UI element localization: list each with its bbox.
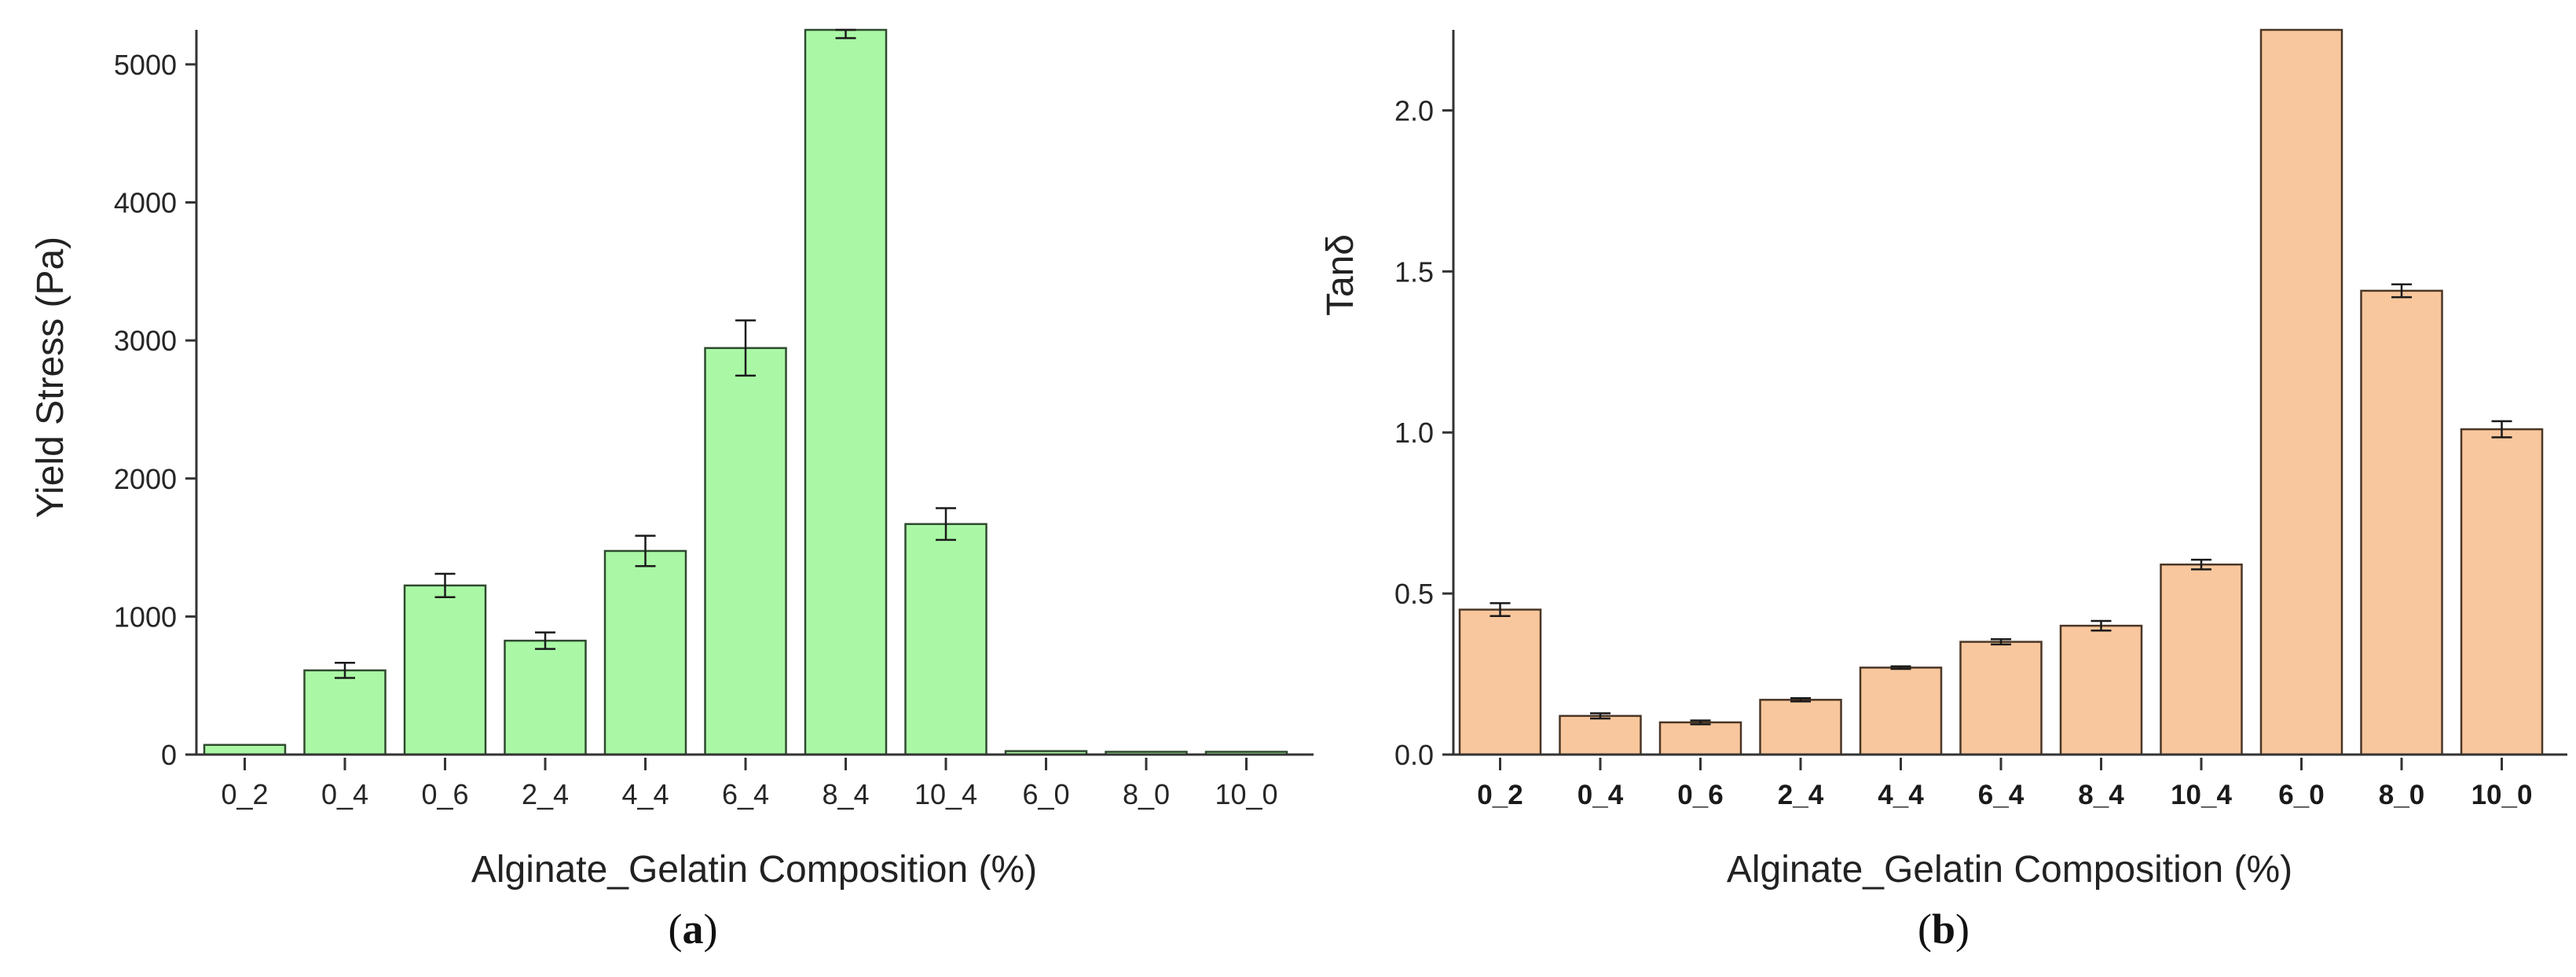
panel-label-a-close: ) <box>704 905 718 953</box>
bar-b-10_4 <box>2160 563 2243 756</box>
bar-b-0_2 <box>1458 608 1542 756</box>
x-tick-label-a-8_0: 8_0 <box>1123 778 1170 810</box>
x-tick-label-b-0_2: 0_2 <box>1477 780 1523 810</box>
panel-label-b: (b) <box>1918 905 1970 953</box>
x-tick-label-a-6_4: 6_4 <box>722 778 769 810</box>
bar-a-2_4 <box>504 639 587 756</box>
bar-b-10_0 <box>2460 428 2544 756</box>
error-bar-b-0_4 <box>1590 712 1610 720</box>
y-ticks-a: 0 1000 2000 3000 4000 5000 <box>114 49 196 771</box>
y-tick-label-b-1: 0.5 <box>1394 578 1434 610</box>
x-tick-label-b-6_4: 6_4 <box>1978 780 2025 810</box>
bar-a-10_4 <box>904 523 988 756</box>
bar-a-6_4 <box>704 347 787 756</box>
x-tick-label-b-0_6: 0_6 <box>1677 780 1723 810</box>
x-ticks-a: 0_2 0_4 0_6 2_4 4_4 6_4 8_4 10_4 6_0 8_0 10_0 <box>196 753 1314 810</box>
x-axis-label-a: Alginate_Gelatin Composition (%) <box>471 849 1037 891</box>
panel-label-b-close: ) <box>1955 905 1970 953</box>
y-ticks-b: 0.0 0.5 1.0 1.5 2.0 <box>1394 94 1453 771</box>
error-bar-a-10_4 <box>936 507 956 542</box>
bar-b-0_4 <box>1559 714 1642 756</box>
y-tick-label-a-0: 0 <box>161 739 177 771</box>
y-tick-label-b-3: 1.5 <box>1394 255 1434 288</box>
error-bar-b-4_4 <box>1890 665 1911 670</box>
x-tick-label-a-4_4: 4_4 <box>621 778 669 810</box>
y-tick-label-b-4: 2.0 <box>1394 94 1434 127</box>
x-tick-label-b-8_4: 8_4 <box>2078 780 2124 810</box>
error-bar-b-2_4 <box>1790 697 1811 703</box>
bar-b-0_6 <box>1658 721 1742 756</box>
y-tick-label-b-2: 1.0 <box>1394 417 1434 449</box>
x-tick-label-b-2_4: 2_4 <box>1778 780 1824 810</box>
x-tick-label-a-2_4: 2_4 <box>522 778 569 810</box>
bar-a-0_4 <box>303 669 387 756</box>
y-tick-label-b-0: 0.0 <box>1394 739 1434 771</box>
error-bar-a-4_4 <box>635 534 656 567</box>
x-tick-label-a-0_4: 0_4 <box>321 778 368 810</box>
bar-b-8_4 <box>2059 624 2143 756</box>
x-tick-label-b-6_0: 6_0 <box>2278 780 2324 810</box>
x-tick-label-a-10_0: 10_0 <box>1215 778 1277 810</box>
bar-a-8_4 <box>804 28 888 756</box>
y-tick-label-a-5: 5000 <box>114 49 177 81</box>
x-tick-label-a-10_4: 10_4 <box>914 778 977 810</box>
x-tick-label-b-0_4: 0_4 <box>1577 780 1624 810</box>
error-bar-b-0_2 <box>1490 602 1511 618</box>
y-tick-label-a-1: 1000 <box>114 601 177 633</box>
error-bar-b-8_4 <box>2090 619 2112 632</box>
error-bar-b-8_0 <box>2391 283 2412 299</box>
y-axis-label-a: Yield Stress (Pa) <box>30 237 71 518</box>
x-tick-label-b-10_4: 10_4 <box>2171 780 2232 810</box>
error-bar-a-8_4 <box>835 28 856 39</box>
bar-b-4_4 <box>1859 667 1943 756</box>
x-tick-label-a-0_2: 0_2 <box>221 778 268 810</box>
error-bar-a-0_6 <box>434 572 456 599</box>
error-bars-b <box>1490 283 2512 725</box>
error-bar-b-10_0 <box>2491 420 2512 439</box>
y-tick-label-a-3: 3000 <box>114 325 177 357</box>
bar-b-6_0 <box>2259 28 2343 756</box>
x-tick-label-b-4_4: 4_4 <box>1878 780 1924 810</box>
y-tick-label-a-4: 4000 <box>114 187 177 219</box>
x-tick-label-b-10_0: 10_0 <box>2472 780 2533 810</box>
bars-b <box>1458 28 2544 756</box>
panel-label-a-letter: a <box>683 905 704 953</box>
error-bar-a-6_4 <box>735 319 756 377</box>
panel-label-b-open: ( <box>1918 905 1932 953</box>
error-bar-b-6_4 <box>1991 638 2011 646</box>
error-bar-a-0_4 <box>335 661 355 679</box>
bars-a <box>203 28 1288 756</box>
error-bar-b-10_4 <box>2191 558 2211 571</box>
panel-label-b-letter: b <box>1932 905 1955 953</box>
panel-b: 0.0 0.5 1.0 1.5 2.0 0_2 0_4 0_6 2_4 4_4 6_4 8_4 10_… <box>1320 28 2567 953</box>
panel-label-a: (a) <box>669 905 718 953</box>
error-bar-b-0_6 <box>1690 719 1711 725</box>
bar-a-0_6 <box>403 584 487 756</box>
y-tick-label-a-2: 2000 <box>114 463 177 495</box>
x-tick-label-b-8_0: 8_0 <box>2379 780 2424 810</box>
bar-b-2_4 <box>1759 699 1842 756</box>
x-tick-label-a-6_0: 6_0 <box>1022 778 1069 810</box>
bar-b-6_4 <box>1959 641 2043 756</box>
x-axis-label-b: Alginate_Gelatin Composition (%) <box>1727 849 2292 891</box>
x-tick-label-a-8_4: 8_4 <box>822 778 869 810</box>
panel-label-a-open: ( <box>669 905 683 953</box>
panel-a: 0 1000 2000 3000 4000 5000 0_2 0_4 0_6 2_4 4_4 6_4… <box>30 28 1314 953</box>
bar-a-4_4 <box>603 549 687 756</box>
error-bars-a <box>335 28 956 679</box>
x-ticks-b: 0_2 0_4 0_6 2_4 4_4 6_4 8_4 10_4 6_0 8_0 10_0 <box>1453 753 2567 810</box>
x-tick-label-a-0_6: 0_6 <box>421 778 468 810</box>
error-bar-a-2_4 <box>535 631 555 650</box>
bar-a-0_2 <box>203 744 287 756</box>
y-axis-label-b: Tanδ <box>1320 234 1361 316</box>
bar-b-8_0 <box>2360 289 2443 756</box>
